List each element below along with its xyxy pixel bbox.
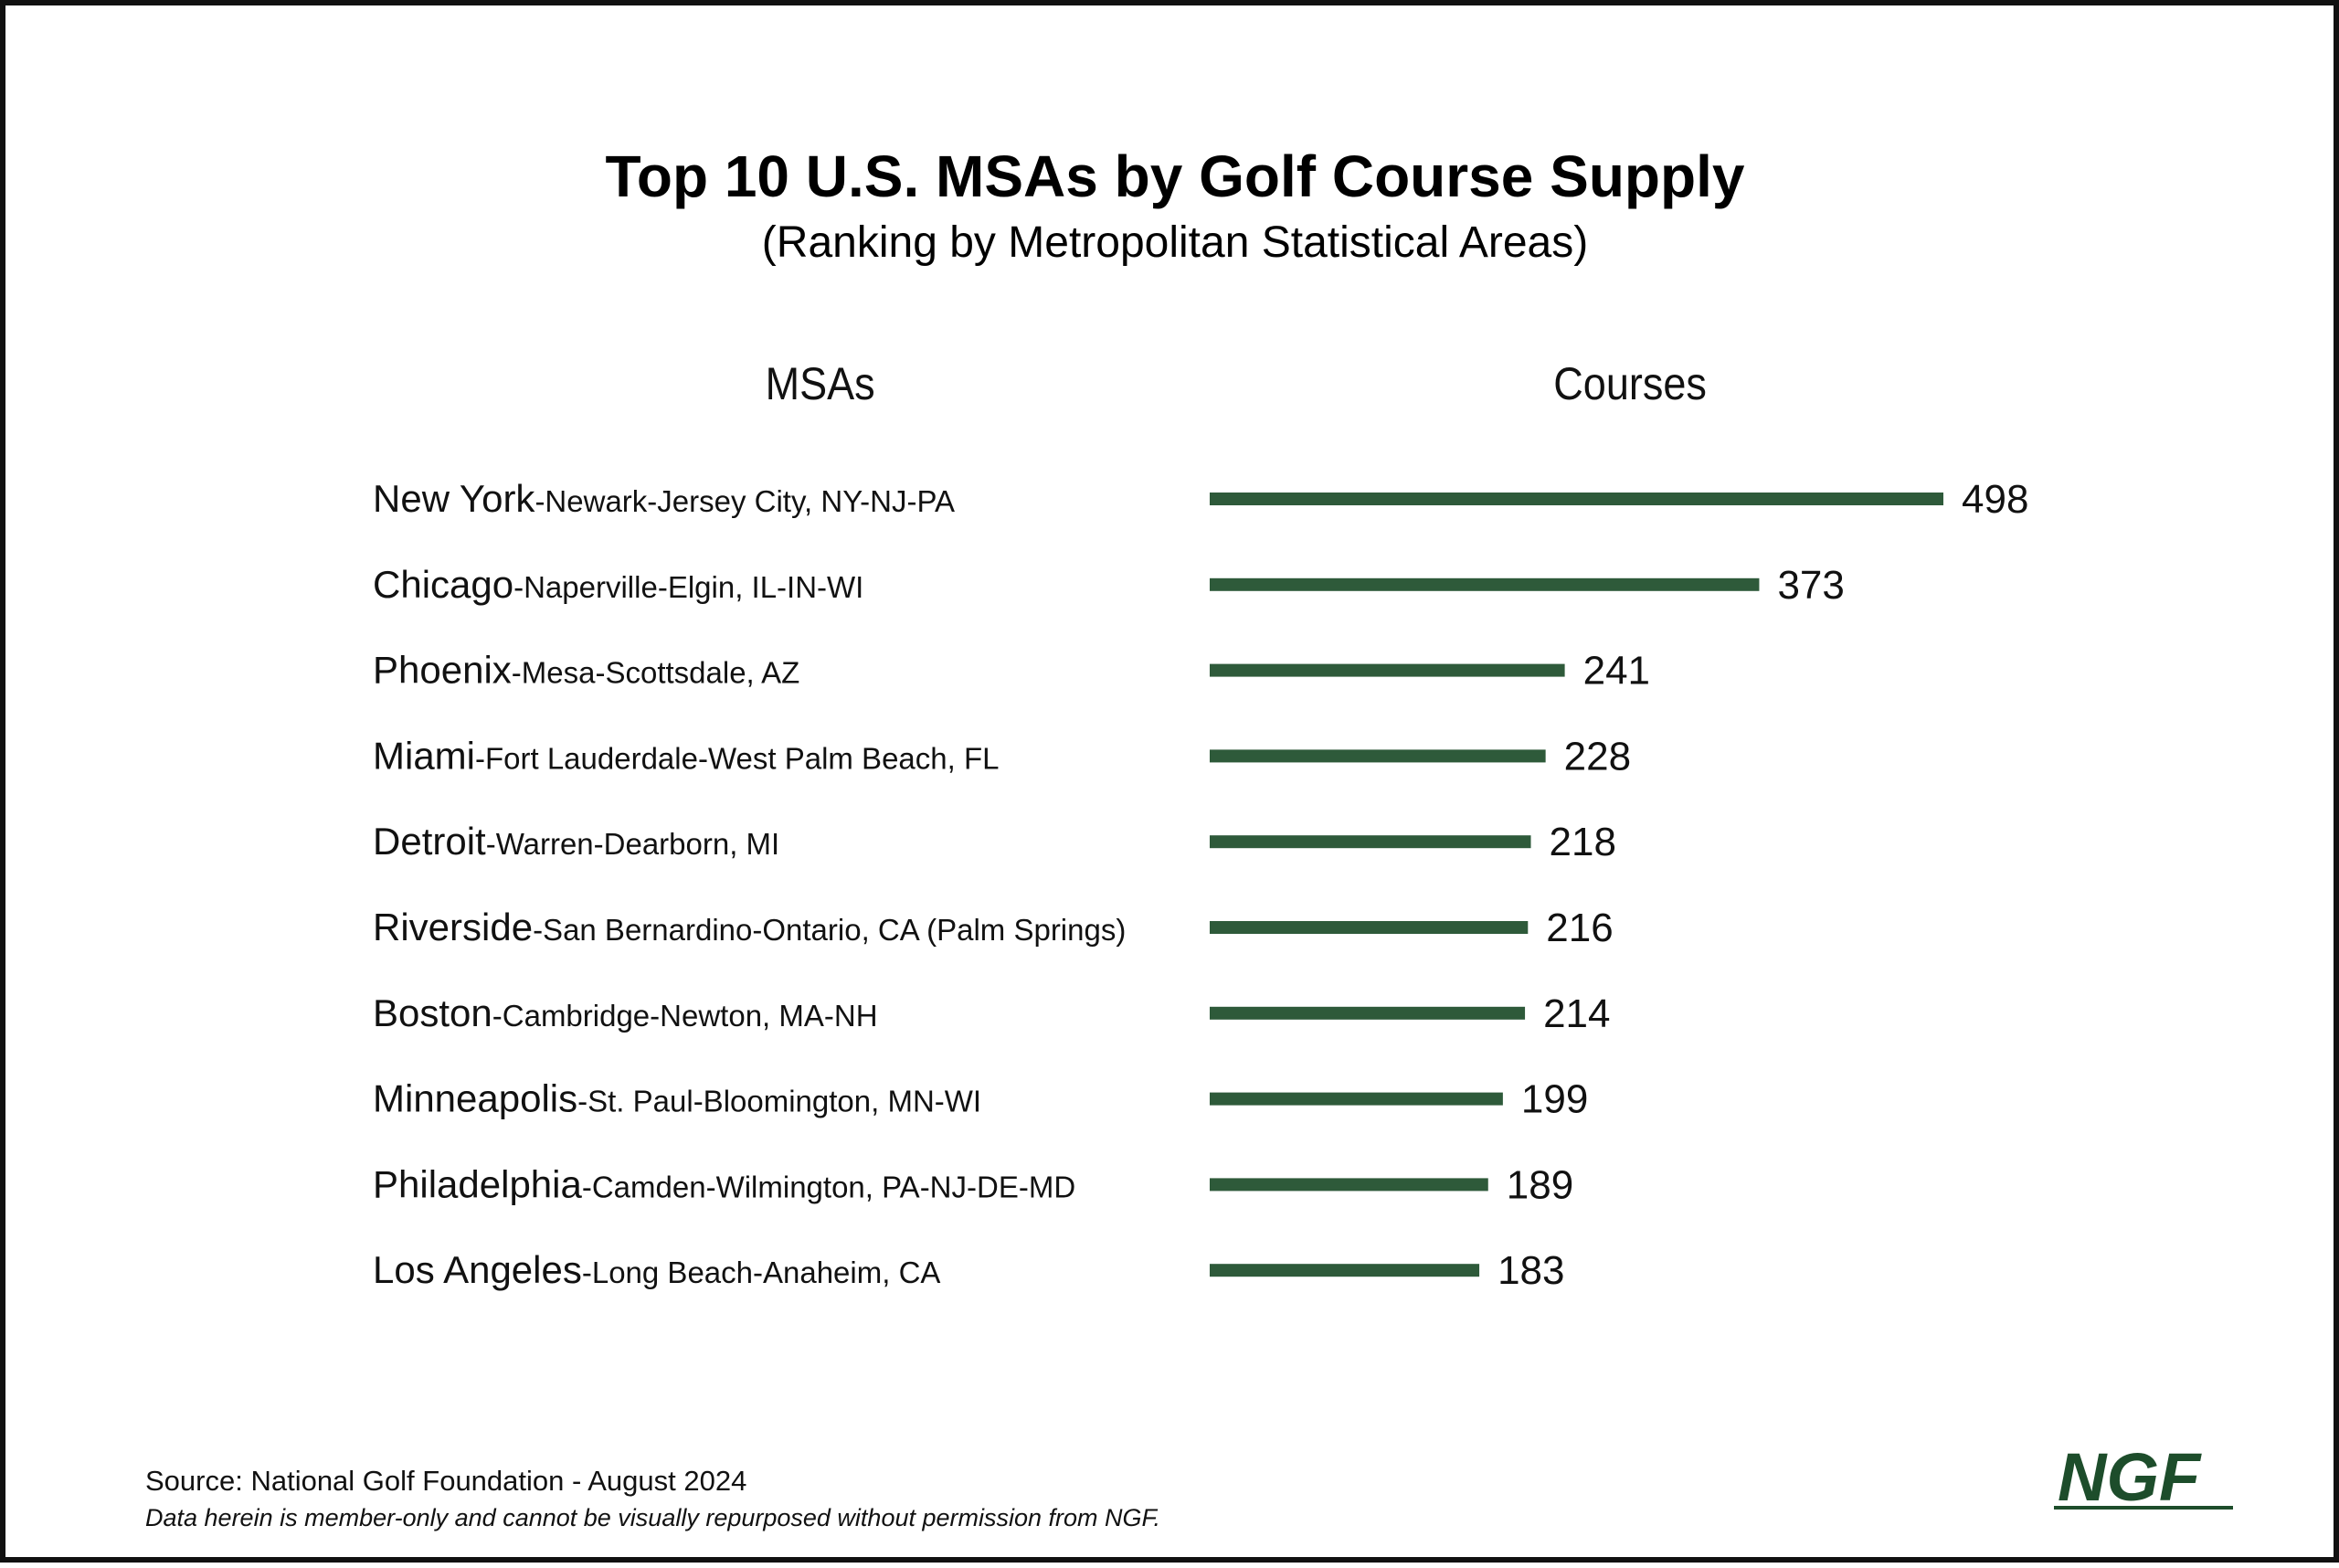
chart-subtitle: (Ranking by Metropolitan Statistical Are… [761, 218, 1589, 267]
category-label: Los Angeles-Long Beach-Anaheim, CA [373, 1248, 940, 1291]
category-label: Phoenix-Mesa-Scottsdale, AZ [373, 649, 799, 692]
bar [1210, 1178, 1488, 1192]
bar-chart: New York-Newark-Jersey City, NY-NJ-PA 498… [373, 477, 2028, 1293]
category-label: Miami-Fort Lauderdale-West Palm Beach, F… [373, 734, 999, 777]
value-label: 241 [1583, 649, 1650, 694]
bar [1210, 835, 1531, 849]
value-label: 498 [1962, 477, 2028, 522]
column-header-courses: Courses [1553, 358, 1707, 409]
value-label: 216 [1546, 906, 1613, 950]
chart-title: Top 10 U.S. MSAs by Golf Course Supply [605, 143, 1745, 209]
bar [1210, 1092, 1503, 1106]
bar [1210, 1006, 1526, 1020]
value-label: 189 [1507, 1162, 1573, 1207]
column-header-msas: MSAs [765, 358, 875, 409]
category-label: New York-Newark-Jersey City, NY-NJ-PA [373, 477, 955, 520]
category-label: Detroit-Warren-Dearborn, MI [373, 820, 779, 863]
bar [1210, 921, 1529, 934]
category-label: Boston-Cambridge-Newton, MA-NH [373, 991, 878, 1034]
value-label: 183 [1498, 1248, 1564, 1293]
ngf-logo: NGF [2054, 1440, 2233, 1513]
value-label: 373 [1777, 563, 1844, 608]
source-note: Source: National Golf Foundation - Augus… [145, 1465, 747, 1497]
value-label: 228 [1564, 734, 1631, 779]
bar [1210, 663, 1565, 677]
category-label: Chicago-Naperville-Elgin, IL-IN-WI [373, 563, 863, 606]
bar [1210, 493, 1943, 505]
value-label: 218 [1550, 820, 1616, 864]
category-label: Minneapolis-St. Paul-Bloomington, MN-WI [373, 1077, 981, 1120]
category-label: Philadelphia-Camden-Wilmington, PA-NJ-DE… [373, 1162, 1075, 1205]
value-label: 199 [1521, 1077, 1588, 1122]
bar [1210, 749, 1546, 763]
disclaimer-note: Data herein is member-only and cannot be… [145, 1504, 1161, 1531]
bar [1210, 1264, 1480, 1277]
svg-text:NGF: NGF [2058, 1440, 2202, 1513]
category-label: Riverside-San Bernardino-Ontario, CA (Pa… [373, 906, 1126, 948]
bar [1210, 577, 1760, 591]
value-label: 214 [1543, 991, 1610, 1036]
